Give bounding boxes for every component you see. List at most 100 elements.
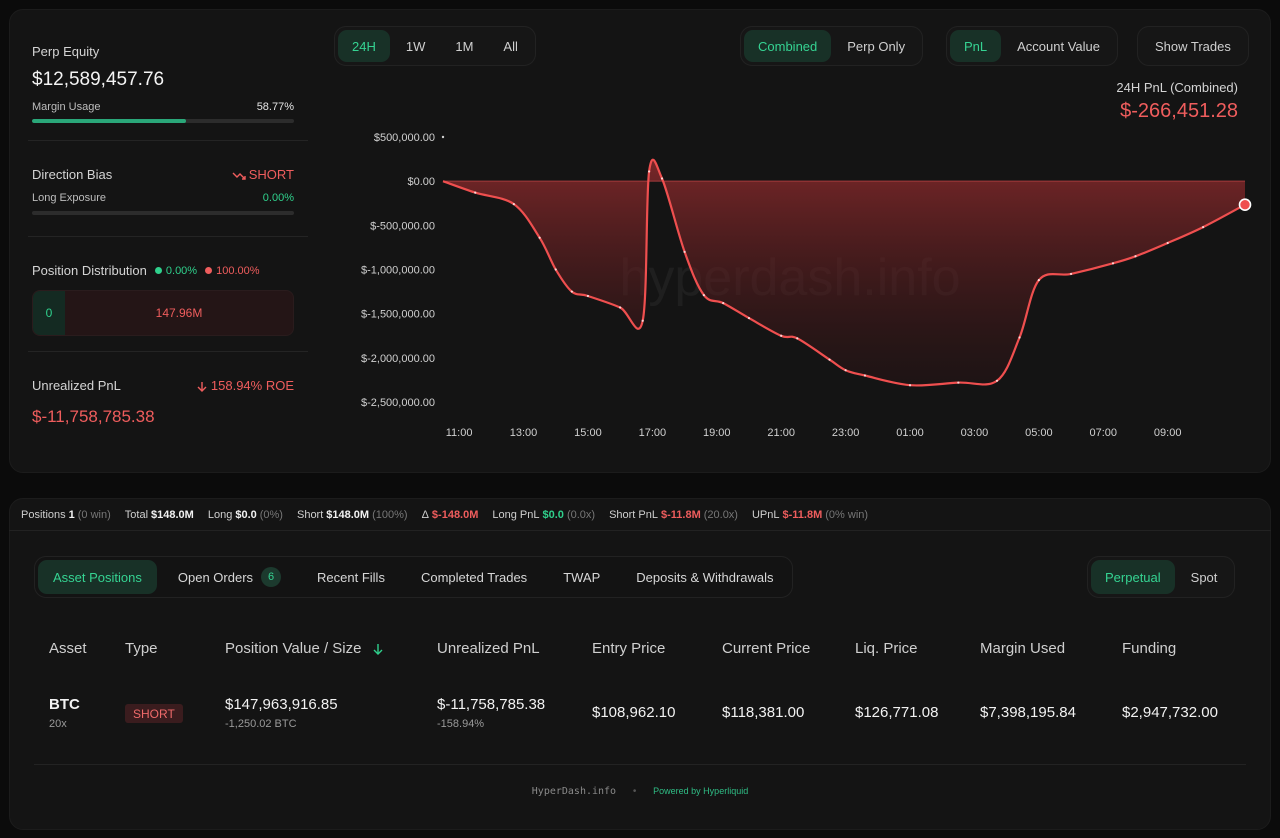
tab-deposits-withdrawals[interactable]: Deposits & Withdrawals (636, 569, 774, 585)
footer-powered-link[interactable]: Powered by Hyperliquid (653, 786, 749, 796)
stat-extra: (20.0x) (703, 509, 738, 521)
y-axis-marker (441, 135, 445, 139)
distribution-long-segment: 0 (33, 291, 65, 335)
stat-item: Short PnL $-11.8M (20.0x) (609, 509, 738, 521)
data-point (648, 170, 651, 173)
x-tick-label: 11:00 (446, 427, 473, 439)
tab-twap[interactable]: TWAP (563, 569, 601, 585)
perp-only-button[interactable]: Perp Only (847, 38, 906, 54)
stat-extra: (100%) (372, 509, 408, 521)
long-exposure-label: Long Exposure (32, 192, 106, 204)
data-point (796, 337, 799, 340)
stat-value: $-11.8M (782, 509, 823, 521)
tab-recent-fills[interactable]: Recent Fills (317, 569, 385, 585)
divider (28, 351, 308, 352)
show-trades-button[interactable]: Show Trades (1155, 38, 1231, 54)
data-point (474, 191, 477, 194)
stat-extra: (0.0x) (566, 509, 596, 521)
x-tick-label: 09:00 (1154, 427, 1182, 439)
range-24h-button[interactable]: 24H (338, 30, 390, 62)
stat-value: 1 (68, 509, 75, 521)
data-point (995, 379, 999, 382)
stat-value: $148.0M (151, 509, 194, 521)
unrealized-pnl-value: $-11,758,785.38 (32, 407, 155, 426)
column-header-liq-price[interactable]: Liq. Price (855, 640, 918, 657)
range-1m-button[interactable]: 1M (455, 38, 474, 54)
pnl-button[interactable]: PnL (950, 30, 1002, 62)
column-header-funding[interactable]: Funding (1122, 640, 1177, 657)
data-point (619, 306, 622, 309)
mode-selector: Combined Perp Only (740, 26, 924, 66)
column-header-asset[interactable]: Asset (49, 640, 87, 657)
direction-bias-value: SHORT (232, 167, 294, 182)
tab-open-orders-label: Open Orders (177, 569, 254, 585)
stat-value: $148.0M (326, 509, 370, 521)
data-point (828, 358, 831, 361)
asset-name[interactable]: BTC (49, 696, 80, 713)
tab-open-orders[interactable]: Open Orders 6 (163, 560, 296, 594)
asset-leverage: 20x (49, 718, 67, 730)
pnl-chart: hyperdash.info$500,000.00$0.00$-500,000.… (361, 132, 1252, 439)
stats-strip: Positions 1 (0 win) Total $148.0M Long $0.0 (0%… (21, 509, 868, 521)
divider (28, 236, 308, 237)
short-dot-icon (205, 267, 213, 274)
stat-item: Positions 1 (0 win) (21, 509, 111, 521)
stat-value: $-148.0M (431, 509, 479, 521)
column-header-type[interactable]: Type (125, 640, 158, 657)
data-point (1134, 255, 1137, 258)
stat-label: Positions (21, 509, 66, 521)
metric-selector: PnL Account Value (946, 26, 1119, 66)
x-tick-label: 19:00 (703, 427, 731, 439)
current-point-marker (1238, 198, 1252, 212)
data-point (586, 294, 590, 298)
position-type-badge: SHORT (125, 704, 183, 723)
combined-button[interactable]: Combined (744, 30, 832, 62)
y-tick-label: $-2,500,000.00 (361, 397, 435, 409)
footer: HyperDash.info • Powered by Hyperliquid (0, 786, 1280, 797)
position-distribution-block: Position Distribution 0.00% 100.00% 0 14… (32, 263, 294, 336)
range-all-button[interactable]: All (503, 38, 518, 54)
x-tick-label: 23:00 (832, 427, 860, 439)
roe-text: 158.94% ROE (210, 378, 294, 393)
account-value-button[interactable]: Account Value (1017, 38, 1101, 54)
long-exposure-value: 0.00% (262, 192, 294, 204)
perpetual-button[interactable]: Perpetual (1091, 560, 1175, 594)
divider (34, 764, 1246, 765)
perp-equity-value: $12,589,457.76 (32, 69, 165, 90)
pnl-area-fill (443, 159, 1245, 386)
roe-value: 158.94% ROE (197, 378, 294, 393)
stat-label: Δ (421, 509, 429, 521)
range-1w-button[interactable]: 1W (405, 38, 426, 54)
x-tick-label: 17:00 (639, 427, 667, 439)
funding-value: $2,947,732.00 (1122, 704, 1218, 721)
tab-asset-positions[interactable]: Asset Positions (38, 560, 157, 594)
unrealized-pnl-block: Unrealized PnL 158.94% ROE $-11,758,785.… (32, 378, 294, 427)
column-header-position-value[interactable]: Position Value / Size (225, 640, 384, 657)
margin-usage-bar (32, 119, 294, 123)
entry-price: $108,962.10 (592, 704, 676, 721)
x-tick-label: 03:00 (961, 427, 989, 439)
stat-label: UPnL (751, 509, 780, 521)
stat-item: Total $148.0M (125, 509, 194, 521)
stat-label: Long (207, 509, 233, 521)
x-tick-label: 07:00 (1090, 427, 1118, 439)
data-point (747, 316, 751, 320)
footer-site-link[interactable]: HyperDash.info (531, 786, 617, 797)
spot-button[interactable]: Spot (1190, 569, 1218, 585)
distribution-short-segment: 147.96M (155, 306, 203, 320)
data-point (1202, 226, 1205, 229)
long-dot-icon (154, 267, 162, 274)
margin-used: $7,398,195.84 (980, 704, 1076, 721)
column-header-current-price[interactable]: Current Price (722, 640, 811, 657)
data-point (844, 369, 847, 372)
pnl-chart-title: 24H PnL (Combined) (1116, 80, 1238, 95)
stat-item: Long $0.0 (0%) (208, 509, 283, 521)
column-header-unrealized-pnl[interactable]: Unrealized PnL (437, 640, 540, 657)
stat-item: Long PnL $0.0 (0.0x) (492, 509, 595, 521)
column-header-margin-used[interactable]: Margin Used (980, 640, 1066, 657)
y-tick-label: $-1,500,000.00 (361, 309, 435, 321)
stat-value: $-11.8M (660, 509, 701, 521)
column-header-entry-price[interactable]: Entry Price (592, 640, 666, 657)
tab-completed-trades[interactable]: Completed Trades (420, 569, 528, 585)
liq-price: $126,771.08 (855, 704, 939, 721)
